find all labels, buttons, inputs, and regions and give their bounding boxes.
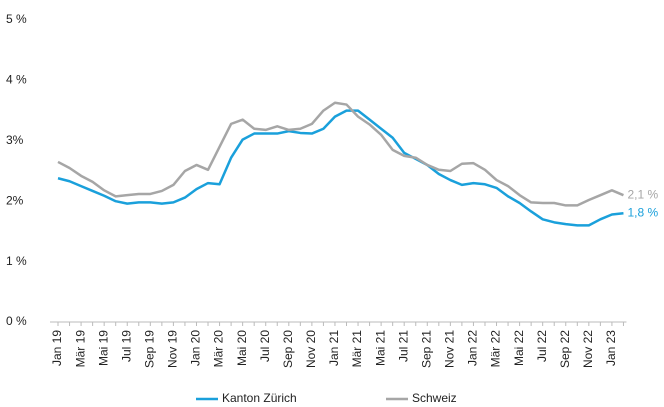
y-tick-label: 0 % — [6, 314, 27, 328]
x-tick-label: Jan 21 — [327, 330, 341, 366]
x-tick-label: Jan 23 — [604, 330, 618, 366]
x-tick-label: Mai 19 — [96, 330, 110, 366]
x-tick-label: Mai 21 — [373, 330, 387, 366]
x-tick-label: Nov 19 — [166, 330, 180, 368]
x-tick-label: Nov 20 — [304, 330, 318, 368]
end-label: 1,8 % — [627, 205, 658, 219]
x-tick-label: Mär 22 — [489, 330, 503, 368]
x-tick-label: Jan 22 — [466, 330, 480, 366]
x-tick-label: Sep 22 — [558, 330, 572, 368]
x-tick-label: Jul 21 — [396, 330, 410, 362]
legend-label: Schweiz — [412, 391, 457, 405]
y-tick-label: 2% — [6, 193, 24, 207]
x-tick-label: Jul 19 — [119, 330, 133, 362]
x-tick-label: Jan 20 — [189, 330, 203, 366]
legend-label: Kanton Zürich — [222, 391, 297, 405]
x-tick-label: Sep 19 — [142, 330, 156, 368]
x-tick-label: Jan 19 — [50, 330, 64, 366]
x-tick-label: Sep 20 — [281, 330, 295, 368]
x-tick-label: Mai 20 — [235, 330, 249, 366]
x-tick-label: Mär 21 — [350, 330, 364, 368]
x-tick-label: Jul 20 — [258, 330, 272, 362]
y-tick-label: 4 % — [6, 73, 27, 87]
series-line — [57, 101, 624, 207]
y-tick-label: 3% — [6, 133, 24, 147]
x-tick-label: Mär 20 — [212, 330, 226, 368]
x-tick-label: Sep 21 — [419, 330, 433, 368]
x-tick-label: Nov 22 — [581, 330, 595, 368]
x-tick-label: Mär 19 — [73, 330, 87, 368]
x-tick-label: Mai 22 — [512, 330, 526, 366]
x-tick-label: Jul 22 — [535, 330, 549, 362]
y-tick-label: 1 % — [6, 254, 27, 268]
series-line — [57, 109, 624, 227]
end-label: 2,1 % — [627, 187, 658, 201]
x-tick-label: Nov 21 — [443, 330, 457, 368]
y-tick-label: 5 % — [6, 12, 27, 26]
